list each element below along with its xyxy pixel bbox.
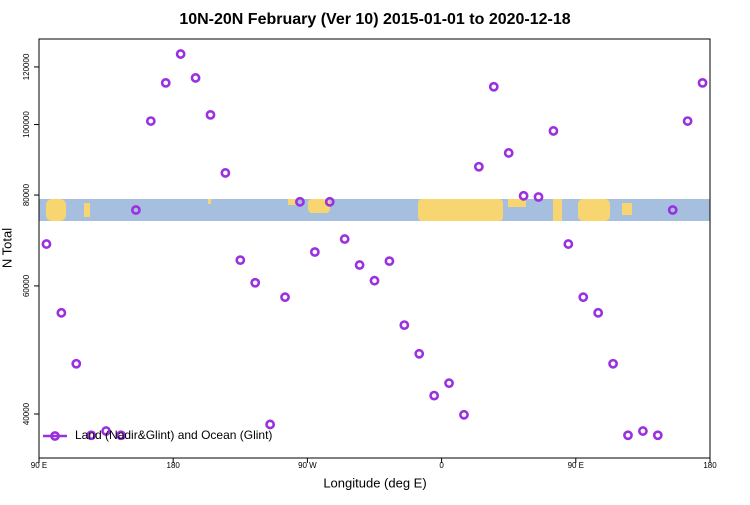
- point: [578, 292, 589, 303]
- x-tick-label: 90 W: [298, 461, 317, 470]
- point: [339, 234, 350, 244]
- point: [265, 419, 276, 430]
- y-tick-label: 60000: [22, 274, 31, 297]
- point: [473, 161, 484, 172]
- point: [697, 77, 708, 88]
- y-tick-label: 80000: [22, 183, 31, 206]
- point: [518, 190, 529, 201]
- point: [190, 73, 201, 83]
- point: [131, 205, 141, 215]
- point: [623, 430, 633, 441]
- point: [309, 247, 320, 257]
- point: [86, 430, 97, 441]
- point: [101, 426, 111, 436]
- point: [488, 81, 499, 92]
- x-tick-label: 90 E: [568, 461, 584, 470]
- point: [667, 205, 678, 215]
- point: [548, 126, 559, 136]
- point: [71, 358, 82, 369]
- point: [533, 192, 544, 202]
- point: [116, 430, 126, 441]
- point: [145, 116, 156, 126]
- legend-label: Land (Nadir&Glint) and Ocean (Glint): [75, 428, 272, 442]
- map-band: [39, 199, 710, 221]
- y-tick-label: 40000: [22, 402, 31, 425]
- point: [652, 430, 663, 441]
- point: [593, 307, 604, 318]
- point: [384, 256, 395, 267]
- legend: Land (Nadir&Glint) and Ocean (Glint): [43, 428, 272, 442]
- land: [46, 199, 632, 221]
- x-axis-title: Longitude (deg E): [323, 475, 426, 490]
- point: [205, 109, 216, 120]
- point: [563, 239, 574, 249]
- ocean-band: [39, 199, 710, 221]
- point: [160, 77, 171, 88]
- y-tick-label: 100000: [22, 111, 31, 138]
- x-tick-label: 180: [167, 461, 181, 470]
- point: [444, 378, 454, 389]
- point: [324, 196, 335, 207]
- legend-marker: [50, 431, 60, 441]
- point: [56, 307, 67, 318]
- x-tick-label: 90 E: [31, 461, 47, 470]
- point: [295, 196, 305, 207]
- point: [459, 409, 469, 420]
- point: [280, 292, 290, 303]
- plot-frame: [38, 38, 711, 459]
- chart-title: 10N-20N February (Ver 10) 2015-01-01 to …: [179, 11, 570, 28]
- point: [414, 348, 425, 359]
- point: [429, 390, 440, 401]
- x-tick-label: 0: [439, 461, 444, 470]
- point: [220, 168, 231, 178]
- point: [682, 116, 693, 126]
- y-tick-label: 120000: [22, 53, 31, 80]
- point: [608, 358, 618, 369]
- point: [638, 426, 648, 436]
- point: [503, 148, 514, 158]
- point: [41, 239, 52, 249]
- point: [354, 260, 365, 270]
- point: [175, 49, 186, 59]
- point: [250, 277, 261, 288]
- point: [235, 255, 246, 266]
- y-axis-title: N Total: [0, 228, 14, 268]
- point: [369, 275, 380, 286]
- point: [399, 320, 410, 331]
- x-tick-label: 180: [703, 461, 717, 470]
